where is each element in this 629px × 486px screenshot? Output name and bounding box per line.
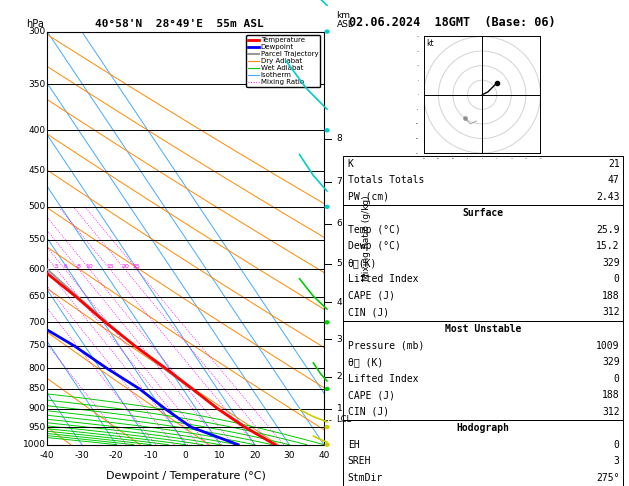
Text: 3: 3 (337, 334, 342, 344)
Text: 15.2: 15.2 (596, 242, 620, 251)
Text: 300: 300 (28, 27, 46, 36)
Text: -10: -10 (143, 451, 159, 460)
Text: 650: 650 (28, 293, 46, 301)
Text: 02.06.2024  18GMT  (Base: 06): 02.06.2024 18GMT (Base: 06) (349, 16, 555, 29)
Text: 1009: 1009 (596, 341, 620, 350)
Text: 188: 188 (602, 390, 620, 400)
Text: hPa: hPa (26, 19, 44, 29)
Text: 8: 8 (337, 134, 342, 143)
Text: 40°58'N  28°49'E  55m ASL: 40°58'N 28°49'E 55m ASL (95, 19, 264, 29)
Text: 312: 312 (602, 308, 620, 317)
Text: 8: 8 (77, 264, 81, 269)
Text: 25.9: 25.9 (596, 225, 620, 235)
Text: km
ASL: km ASL (337, 11, 353, 29)
Text: 4: 4 (337, 297, 342, 307)
Text: 600: 600 (28, 265, 46, 274)
Text: 0: 0 (614, 440, 620, 450)
Text: 2.43: 2.43 (596, 192, 620, 202)
Text: 450: 450 (29, 166, 46, 175)
Text: 21: 21 (608, 159, 620, 169)
Text: Temp (°C): Temp (°C) (348, 225, 401, 235)
Text: 500: 500 (28, 202, 46, 211)
Text: Surface: Surface (462, 208, 503, 218)
Legend: Temperature, Dewpoint, Parcel Trajectory, Dry Adiabat, Wet Adiabat, Isotherm, Mi: Temperature, Dewpoint, Parcel Trajectory… (246, 35, 320, 87)
Text: 850: 850 (28, 384, 46, 394)
Text: 15: 15 (106, 264, 114, 269)
Text: CAPE (J): CAPE (J) (348, 390, 395, 400)
Text: 550: 550 (28, 235, 46, 244)
Text: Hodograph: Hodograph (456, 423, 509, 433)
Text: Mixing Ratio (g/kg): Mixing Ratio (g/kg) (362, 195, 371, 281)
Text: 3: 3 (614, 456, 620, 466)
Text: K: K (348, 159, 353, 169)
Text: 7: 7 (337, 177, 342, 187)
Text: CIN (J): CIN (J) (348, 308, 389, 317)
Text: Lifted Index: Lifted Index (348, 374, 418, 383)
Text: 25: 25 (133, 264, 141, 269)
Text: Lifted Index: Lifted Index (348, 275, 418, 284)
Text: θᴄ(K): θᴄ(K) (348, 258, 377, 268)
Text: 2: 2 (337, 372, 342, 381)
Text: 10: 10 (86, 264, 94, 269)
Text: θᴄ (K): θᴄ (K) (348, 357, 383, 367)
Text: 800: 800 (28, 364, 46, 373)
Text: Dewpoint / Temperature (°C): Dewpoint / Temperature (°C) (106, 471, 265, 482)
Text: 275°: 275° (596, 473, 620, 483)
Text: 6: 6 (337, 219, 342, 228)
Text: kt: kt (426, 39, 435, 49)
Text: 188: 188 (602, 291, 620, 301)
Text: 0: 0 (614, 275, 620, 284)
Text: 0: 0 (614, 374, 620, 383)
Text: 900: 900 (28, 404, 46, 413)
Text: 20: 20 (121, 264, 129, 269)
Text: 750: 750 (28, 342, 46, 350)
Text: 329: 329 (602, 357, 620, 367)
Text: CAPE (J): CAPE (J) (348, 291, 395, 301)
Text: 5: 5 (55, 264, 58, 269)
Text: Most Unstable: Most Unstable (445, 324, 521, 334)
Text: 1: 1 (337, 404, 342, 413)
Text: 950: 950 (28, 423, 46, 432)
Text: 30: 30 (284, 451, 295, 460)
Text: Totals Totals: Totals Totals (348, 175, 424, 185)
Text: 20: 20 (249, 451, 260, 460)
Text: SREH: SREH (348, 456, 371, 466)
Text: Dewp (°C): Dewp (°C) (348, 242, 401, 251)
Text: 1000: 1000 (23, 440, 46, 449)
Text: -40: -40 (40, 451, 55, 460)
Text: 0: 0 (182, 451, 189, 460)
Text: 400: 400 (29, 126, 46, 135)
Text: 6: 6 (63, 264, 67, 269)
Text: 47: 47 (608, 175, 620, 185)
Text: -20: -20 (109, 451, 124, 460)
Text: 700: 700 (28, 318, 46, 327)
Text: PW (cm): PW (cm) (348, 192, 389, 202)
Text: 312: 312 (602, 407, 620, 417)
Text: -30: -30 (74, 451, 89, 460)
Text: CIN (J): CIN (J) (348, 407, 389, 417)
Text: StmDir: StmDir (348, 473, 383, 483)
Text: 5: 5 (337, 259, 342, 268)
Text: 350: 350 (28, 80, 46, 89)
Text: LCL: LCL (337, 416, 352, 424)
Text: 10: 10 (214, 451, 226, 460)
Text: 329: 329 (602, 258, 620, 268)
Text: Pressure (mb): Pressure (mb) (348, 341, 424, 350)
Text: EH: EH (348, 440, 360, 450)
Text: 40: 40 (318, 451, 330, 460)
